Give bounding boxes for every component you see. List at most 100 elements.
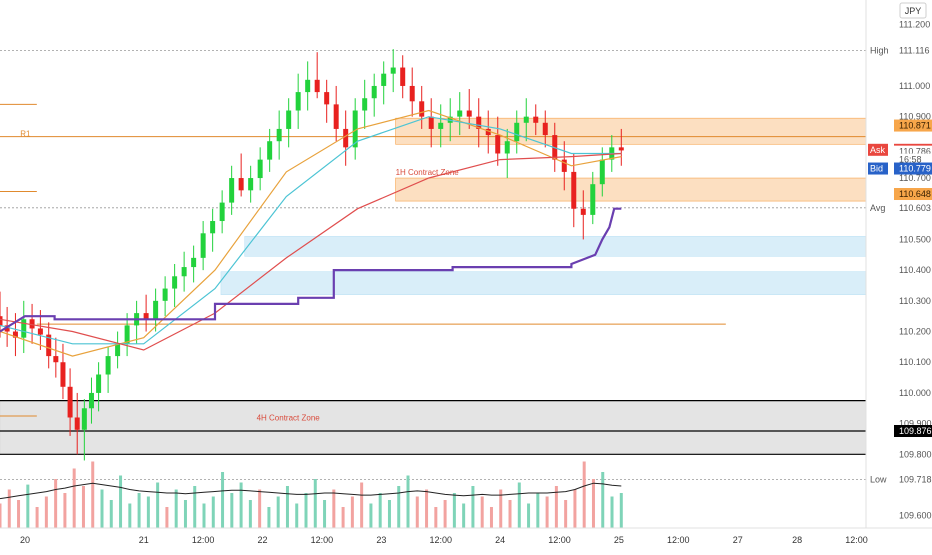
volume-bar bbox=[26, 484, 30, 528]
price-tag-label-box bbox=[868, 143, 888, 156]
volume-bar bbox=[202, 503, 206, 528]
volume-bar bbox=[0, 503, 2, 528]
time-axis-panel[interactable] bbox=[0, 528, 932, 550]
volume-bar bbox=[610, 496, 614, 528]
step-line bbox=[0, 207, 622, 333]
zone-rect bbox=[395, 177, 867, 202]
price-tag-label: Low bbox=[870, 474, 887, 484]
volume-bar bbox=[63, 493, 67, 528]
candle-body bbox=[428, 116, 434, 129]
x-tick-label: 20 bbox=[20, 535, 30, 545]
candle-body bbox=[409, 85, 415, 102]
volume-bar bbox=[360, 482, 364, 528]
candle-body bbox=[37, 328, 43, 335]
price-tag-value: 111.116 bbox=[899, 45, 930, 55]
volume-bar bbox=[258, 489, 262, 528]
volume-bar bbox=[406, 475, 410, 528]
volume-bar bbox=[508, 500, 512, 528]
price-tag-box bbox=[894, 188, 932, 201]
y-tick-label: 110.900 bbox=[899, 112, 931, 122]
candle-body bbox=[400, 67, 406, 86]
volume-bar bbox=[313, 479, 317, 528]
price-tags: High111.116110.871Ask110.792110.78616:58… bbox=[868, 44, 932, 486]
y-tick-label: 110.300 bbox=[899, 296, 931, 306]
candle-body bbox=[580, 208, 586, 215]
candle-body bbox=[105, 356, 111, 375]
volume-bar bbox=[174, 489, 178, 528]
volume-bar bbox=[211, 496, 215, 528]
volume-bar bbox=[517, 482, 521, 528]
moving-average-line bbox=[0, 116, 622, 345]
price-tag-box bbox=[894, 162, 932, 175]
zone-rect bbox=[220, 271, 867, 295]
candle-body bbox=[466, 110, 472, 117]
price-tag-label: High bbox=[870, 45, 889, 55]
candle-body bbox=[305, 79, 311, 93]
candle-body bbox=[143, 313, 149, 320]
price-tag-label-box bbox=[868, 162, 888, 175]
volume-layer bbox=[0, 461, 623, 528]
price-tag-box bbox=[894, 119, 932, 132]
price-tag-value: 16:58 bbox=[899, 155, 922, 165]
horizontal-lines-layer bbox=[0, 49, 866, 480]
price-tag-value: 110.648 bbox=[899, 189, 931, 199]
currency-badge[interactable] bbox=[899, 2, 927, 19]
candle-body bbox=[74, 417, 80, 430]
price-tag-value: 110.603 bbox=[899, 203, 931, 213]
x-tick-label: 28 bbox=[792, 535, 802, 545]
volume-bar bbox=[304, 493, 308, 528]
moving-average-line bbox=[0, 152, 622, 351]
candle-body bbox=[276, 128, 282, 142]
price-axis-panel[interactable] bbox=[866, 0, 932, 528]
x-tick-label: 12:00 bbox=[192, 535, 215, 545]
y-tick-label: 109.800 bbox=[899, 449, 932, 459]
x-tick-label: 27 bbox=[733, 535, 743, 545]
price-tag-box bbox=[894, 201, 932, 214]
chart-annotation: 1H Contract Zone bbox=[396, 168, 460, 177]
y-axis-ticks: 111.200111.000110.900110.700110.600110.5… bbox=[899, 20, 932, 521]
volume-bar bbox=[387, 500, 391, 528]
price-tag-value: 110.871 bbox=[899, 121, 931, 131]
y-tick-label: 111.000 bbox=[899, 81, 930, 91]
volume-bar bbox=[415, 496, 419, 528]
volume-bar bbox=[72, 468, 76, 528]
candle-body bbox=[4, 325, 10, 332]
candle-body bbox=[438, 122, 444, 129]
candle-body bbox=[447, 116, 453, 123]
volume-bar bbox=[119, 475, 123, 528]
y-tick-label: 111.200 bbox=[899, 20, 930, 30]
volume-bar bbox=[332, 489, 336, 528]
candle-body bbox=[523, 116, 529, 123]
candle-body bbox=[29, 319, 35, 329]
candle-body bbox=[12, 331, 18, 338]
x-tick-label: 21 bbox=[139, 535, 149, 545]
volume-bar bbox=[91, 461, 95, 528]
candle-body bbox=[419, 101, 425, 117]
candle-body bbox=[153, 300, 159, 320]
x-tick-label: 12:00 bbox=[548, 535, 571, 545]
candle-body bbox=[88, 392, 94, 409]
moving-averages-layer bbox=[0, 109, 622, 357]
y-tick-label: 109.900 bbox=[899, 419, 932, 429]
x-axis-ticks: 20 21 12:00 22 12:00 23 12:00 24 12:00 25 12:00 27 2… bbox=[20, 535, 868, 545]
volume-bar bbox=[350, 496, 354, 528]
candle-body bbox=[390, 67, 396, 74]
candle-body bbox=[238, 178, 244, 191]
candle-body bbox=[571, 171, 577, 209]
volume-bar bbox=[536, 493, 540, 528]
candle-body bbox=[561, 159, 567, 172]
x-tick-label: 12:00 bbox=[845, 535, 868, 545]
volume-bar bbox=[397, 486, 401, 528]
candle-body bbox=[542, 122, 548, 136]
candle-body bbox=[343, 128, 349, 148]
candle-body bbox=[295, 92, 301, 111]
price-tag-box bbox=[894, 473, 932, 486]
volume-bar bbox=[248, 500, 252, 528]
volume-bar bbox=[554, 486, 558, 528]
volume-bar bbox=[591, 479, 595, 528]
price-tag-label-box bbox=[868, 201, 888, 214]
volume-bar bbox=[146, 496, 150, 528]
y-tick-label: 110.700 bbox=[899, 173, 931, 183]
